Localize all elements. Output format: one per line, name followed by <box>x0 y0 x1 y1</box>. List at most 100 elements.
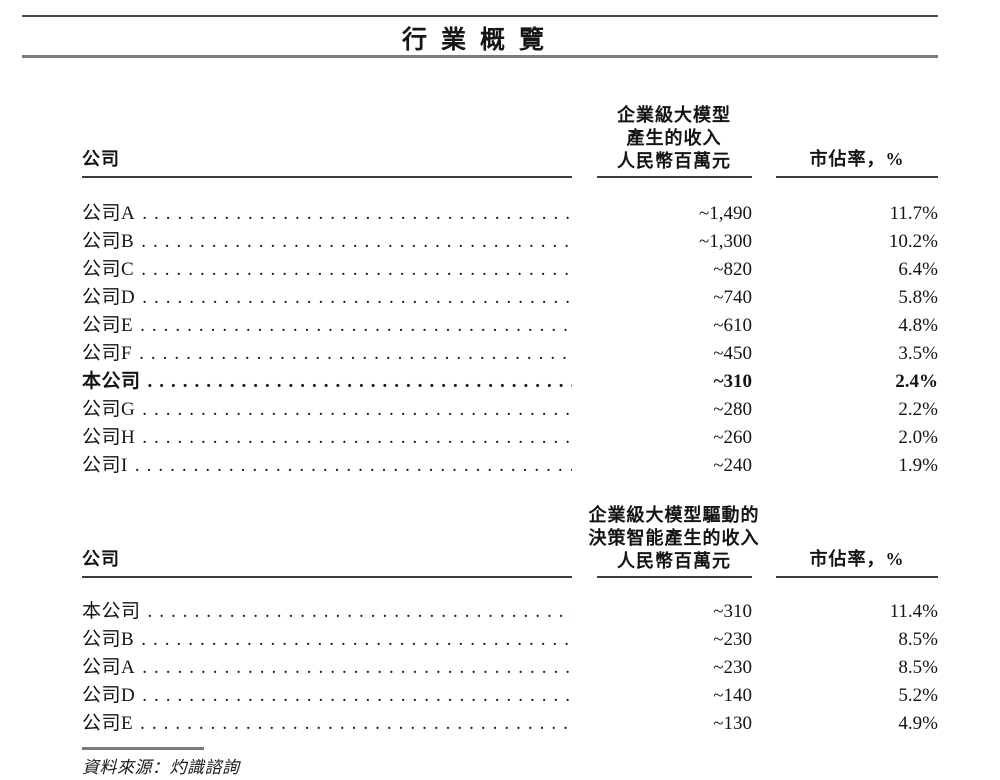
revenue-value: ~260 <box>713 427 752 448</box>
revenue-value: ~1,300 <box>698 231 752 252</box>
revenue-value: ~140 <box>713 685 752 706</box>
company-name: 公司H <box>82 427 136 448</box>
revenue-value: ~610 <box>713 315 752 336</box>
table-row: 公司F ....................................… <box>82 340 938 368</box>
row-company-cell: 公司A ....................................… <box>82 200 572 228</box>
company-name: 公司A <box>82 203 136 224</box>
dot-leader: ........................................… <box>140 315 572 336</box>
revenue-header-line: 企業級大模型驅動的 <box>588 505 760 525</box>
row-company-cell: 公司B ....................................… <box>82 626 572 654</box>
dot-leader: ........................................… <box>141 629 572 650</box>
table2-company-column-header: 公司 <box>82 549 120 569</box>
dot-leader: ........................................… <box>147 371 572 392</box>
source-divider <box>82 747 204 750</box>
row-company-cell: 公司E ....................................… <box>82 312 572 340</box>
revenue-value: ~310 <box>713 371 752 392</box>
dot-leader: ........................................… <box>134 455 572 476</box>
share-value: 2.2% <box>898 399 938 420</box>
revenue-value: ~130 <box>713 713 752 734</box>
table2-revenue-column-header: 企業級大模型驅動的 決策智能產生的收入 人民幣百萬元 <box>524 504 824 573</box>
company-name: 公司A <box>82 657 136 678</box>
source-note: 資料來源：灼識諮詢 <box>82 758 240 777</box>
share-value: 4.8% <box>898 315 938 336</box>
company-name: 公司G <box>82 399 136 420</box>
row-company-cell: 公司G ....................................… <box>82 396 572 424</box>
share-value: 5.2% <box>898 685 938 706</box>
share-value: 10.2% <box>888 231 938 252</box>
table-row: 公司I ....................................… <box>82 452 938 480</box>
company-name: 公司C <box>82 259 135 280</box>
revenue-value: ~240 <box>713 455 752 476</box>
row-company-cell: 公司D ....................................… <box>82 682 572 710</box>
company-name: 公司D <box>82 287 136 308</box>
dot-leader: ........................................… <box>142 203 572 224</box>
company-name: 公司B <box>82 231 135 252</box>
revenue-header-line: 決策智能產生的收入 <box>588 528 760 548</box>
table-row: 公司H ....................................… <box>82 424 938 452</box>
row-company-cell: 公司I ....................................… <box>82 452 572 480</box>
table-row: 公司B ....................................… <box>82 626 938 654</box>
table2-share-column-header: 市佔率，% <box>809 549 905 569</box>
row-company-cell: 本公司 ....................................… <box>82 598 572 626</box>
table1-company-column-header: 公司 <box>82 149 120 169</box>
row-company-cell: 公司A ....................................… <box>82 654 572 682</box>
row-company-cell: 公司F ....................................… <box>82 340 572 368</box>
revenue-value: ~280 <box>713 399 752 420</box>
revenue-value: ~310 <box>713 601 752 622</box>
table-row: 公司D ....................................… <box>82 682 938 710</box>
share-value: 6.4% <box>898 259 938 280</box>
row-company-cell: 公司H ....................................… <box>82 424 572 452</box>
revenue-value: ~1,490 <box>698 203 752 224</box>
company-name: 本公司 <box>82 601 141 622</box>
company-name: 公司B <box>82 629 135 650</box>
dot-leader: ........................................… <box>141 231 572 252</box>
share-value: 4.9% <box>898 713 938 734</box>
company-name: 公司I <box>82 455 128 476</box>
share-value: 3.5% <box>898 343 938 364</box>
dot-leader: ........................................… <box>142 399 572 420</box>
company-name: 公司D <box>82 685 136 706</box>
share-value: 5.8% <box>898 287 938 308</box>
table1-header-underline-revenue <box>597 176 752 178</box>
revenue-header-line: 人民幣百萬元 <box>617 551 731 571</box>
dot-leader: ........................................… <box>140 713 572 734</box>
company-name: 公司F <box>82 343 133 364</box>
table1-header-underline-company <box>82 176 572 178</box>
table-row: 本公司 ....................................… <box>82 598 938 626</box>
dot-leader: ........................................… <box>139 343 572 364</box>
revenue-header-line: 企業級大模型 <box>617 105 731 125</box>
revenue-value: ~740 <box>713 287 752 308</box>
share-value: 8.5% <box>898 657 938 678</box>
company-name: 公司E <box>82 713 134 734</box>
revenue-value: ~230 <box>713 657 752 678</box>
row-company-cell: 本公司 ....................................… <box>82 368 572 396</box>
row-company-cell: 公司B ....................................… <box>82 228 572 256</box>
row-company-cell: 公司E ....................................… <box>82 710 572 738</box>
company-name: 本公司 <box>82 371 141 392</box>
page-title: 行業概覽 <box>401 27 558 54</box>
table2-header: 公司 企業級大模型驅動的 決策智能產生的收入 人民幣百萬元 市佔率，% <box>82 500 938 578</box>
table1-header: 公司 企業級大模型 產生的收入 人民幣百萬元 市佔率，% <box>82 100 938 178</box>
share-value: 2.4% <box>895 371 938 392</box>
share-value: 1.9% <box>898 455 938 476</box>
table-row: 公司D ....................................… <box>82 284 938 312</box>
dot-leader: ........................................… <box>142 657 572 678</box>
table2-rows: 本公司 ....................................… <box>82 598 938 738</box>
dot-leader: ........................................… <box>142 287 572 308</box>
share-value: 11.7% <box>889 203 938 224</box>
table-row: 公司E ....................................… <box>82 312 938 340</box>
table2-header-underline-company <box>82 576 572 578</box>
dot-leader: ........................................… <box>147 601 572 622</box>
table-row: 公司G ....................................… <box>82 396 938 424</box>
revenue-header-line: 產生的收入 <box>626 128 722 148</box>
table-row: 公司B ....................................… <box>82 228 938 256</box>
table-row: 公司C ....................................… <box>82 256 938 284</box>
table1-revenue-column-header: 企業級大模型 產生的收入 人民幣百萬元 <box>524 104 824 173</box>
dot-leader: ........................................… <box>142 685 572 706</box>
revenue-value: ~820 <box>713 259 752 280</box>
revenue-value: ~450 <box>713 343 752 364</box>
table2-header-underline-share <box>776 576 938 578</box>
company-name: 公司E <box>82 315 134 336</box>
title-rule-top <box>22 15 938 17</box>
